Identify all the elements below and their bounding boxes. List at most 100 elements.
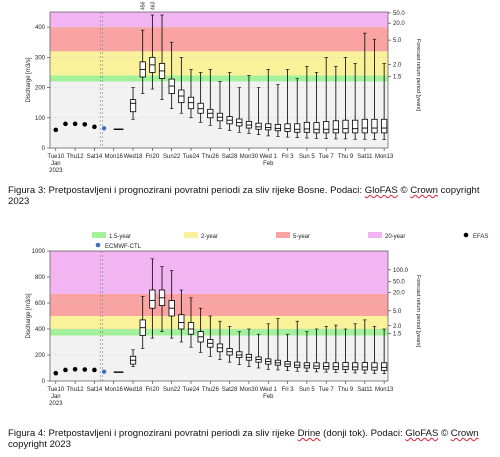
legend-dot (463, 232, 469, 238)
y-tick-label: 1000 (32, 249, 46, 255)
box-iqr (332, 362, 339, 370)
x-tick-label: Sun22 (163, 387, 181, 393)
forecast-box (284, 333, 291, 371)
caption-text: Figura 3: Pretpostavljeni i prognozirani… (8, 185, 365, 196)
forecast-box (352, 323, 359, 374)
x-tick-label: Sat14 (87, 387, 103, 393)
x-tick-label: Tue 7 (319, 154, 335, 160)
box-iqr (265, 123, 272, 131)
forecast-box (245, 328, 253, 367)
observed-point (82, 367, 88, 372)
y-tick-label: 400 (35, 327, 46, 333)
x-tick-label: Sat11 (357, 154, 373, 160)
forecast-box (342, 57, 349, 140)
forecast-box (352, 63, 359, 140)
box-iqr (361, 362, 368, 371)
figure-3-caption: Figura 3: Pretpostavljeni i prognozirani… (8, 185, 494, 207)
forecast-box (274, 84, 282, 137)
figure-4-caption: Figura 4: Pretpostavljeni i prognozirani… (8, 428, 494, 450)
x-tick-label: Mon16 (105, 387, 124, 393)
forecast-box (265, 323, 272, 370)
legend-label: 1.5-year (109, 234, 131, 240)
x-tick-label: Thu26 (202, 154, 220, 160)
box-iqr (352, 119, 359, 134)
x-sub-label: Feb (263, 394, 274, 400)
legend-item: ECMWF-CTL (95, 242, 142, 250)
x-tick-label: Sat28 (222, 387, 238, 393)
caption-crown: Crown (450, 428, 479, 439)
x-tick-label: Sat11 (357, 387, 373, 393)
x-sub-label: Jan (51, 161, 61, 167)
x-tick-label: Wed18 (124, 387, 144, 393)
observed-point (72, 121, 78, 127)
forecast-box (371, 326, 378, 374)
forecast-box (245, 75, 253, 134)
forecast-box (216, 320, 224, 360)
rp-tick-label: 1.5 (393, 332, 402, 338)
observed-point (92, 124, 97, 130)
caption-crown: Crown (410, 185, 438, 196)
rp-tick-label: 20.0 (393, 291, 405, 297)
box-iqr (149, 289, 156, 309)
legend-label: 20-year (385, 234, 405, 240)
forecast-box (149, 258, 156, 339)
forecast-box (294, 320, 301, 372)
legend-label: 2-year (201, 234, 218, 240)
band-2-year (50, 316, 388, 329)
box-iqr (381, 362, 388, 371)
legend-item: 2-year (184, 232, 218, 240)
x-tick-label: Mon30 (240, 154, 259, 160)
caption-copy: © (438, 428, 451, 439)
x-tick-label: Fri 3 (282, 154, 295, 160)
legend-swatch (92, 232, 106, 238)
x-sub-label: 2023 (49, 401, 63, 407)
plot-frame (49, 11, 389, 149)
band-20-year (50, 251, 388, 294)
x-tick-label: Mon13 (375, 154, 394, 160)
forecast-box (158, 266, 166, 332)
forecast-box (323, 326, 330, 373)
y-tick-label: 300 (35, 55, 46, 61)
y-tick-label: 600 (35, 301, 46, 307)
x-tick-label: Wed 1 (260, 387, 278, 393)
x-tick-label: Tue10 (47, 387, 64, 393)
legend-swatch (368, 232, 382, 238)
y-tick-label: 200 (35, 86, 46, 92)
box-iqr (371, 118, 378, 134)
observed-point (53, 127, 59, 133)
forecast-box (216, 81, 224, 129)
forecast-box (226, 326, 233, 363)
band-5-year (50, 27, 388, 52)
x-tick-label: Thu 9 (338, 154, 354, 160)
caption-drine: Drine (297, 428, 321, 439)
forecast-box (178, 289, 185, 343)
forecast-box (294, 78, 301, 139)
rp-tick-label: 50.0 (393, 11, 405, 17)
legend-label: ECMWF-CTL (105, 244, 142, 250)
forecast-box (265, 69, 272, 137)
box-iqr (323, 362, 330, 370)
forecast-box (313, 72, 320, 139)
y-tick-label: 100 (35, 116, 46, 122)
x-tick-label: Wed 1 (260, 154, 278, 160)
forecast-box (381, 328, 388, 375)
forecast-box (303, 331, 310, 372)
y-tick-label: 200 (35, 353, 46, 359)
x-tick-label: Mon13 (375, 387, 394, 393)
observed-point (53, 370, 59, 376)
legend-swatch (276, 232, 290, 238)
forecast-box (255, 333, 262, 369)
forecast-box (236, 87, 243, 133)
box-iqr (129, 99, 137, 113)
caption-text: Figura 4: Pretpostavljeni i prognozirani… (8, 428, 298, 439)
forecast-box (381, 63, 388, 140)
observed-point (63, 367, 68, 373)
observed-point (63, 121, 68, 127)
x-tick-label: Tue10 (47, 154, 64, 160)
band-1.5-year (50, 75, 388, 82)
forecast-box (236, 331, 243, 366)
ecmwf-point (101, 126, 107, 131)
box-iqr (187, 322, 195, 335)
x-sub-label: Jan (51, 394, 61, 400)
forecast-box (332, 66, 339, 140)
